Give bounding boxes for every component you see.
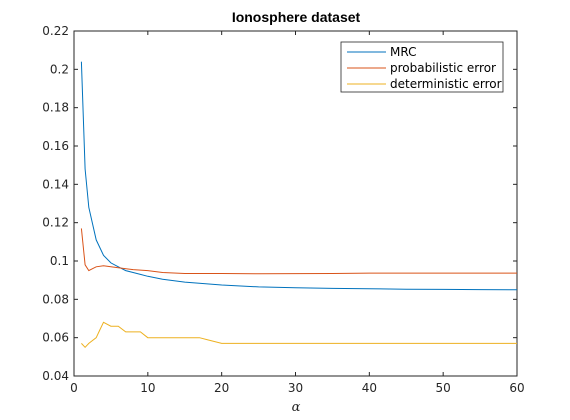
y-tick-label: 0.04 xyxy=(42,369,69,383)
y-tick-label: 0.08 xyxy=(42,292,69,306)
legend-label-mrc: MRC xyxy=(390,45,416,59)
legend: MRC probabilistic error deterministic er… xyxy=(340,41,504,93)
y-tick-label: 0.16 xyxy=(42,139,69,153)
axis-ticks: 0 10 20 30 40 50 60 0.04 0.06 0.08 0.1 0.12 0.14 0.16… xyxy=(42,24,524,395)
legend-label-deterministic-error: deterministic error xyxy=(390,77,502,91)
series-line-probabilistic-error xyxy=(80,228,517,275)
y-tick-label: 0.18 xyxy=(42,101,69,115)
series-lines xyxy=(80,61,518,349)
series-line-mrc xyxy=(80,61,518,291)
x-tick-label: 20 xyxy=(214,381,229,395)
x-tick-label: 40 xyxy=(362,381,377,395)
y-tick-label: 0.12 xyxy=(42,216,69,230)
y-tick-label: 0.06 xyxy=(42,331,69,345)
chart-title: Ionosphere dataset xyxy=(232,9,361,25)
x-tick-label: 30 xyxy=(288,381,303,395)
x-tick-label: 0 xyxy=(70,381,78,395)
x-tick-label: 60 xyxy=(509,381,524,395)
legend-label-probabilistic-error: probabilistic error xyxy=(390,61,496,75)
y-tick-label: 0.1 xyxy=(50,254,69,268)
y-tick-label: 0.22 xyxy=(42,24,69,38)
series-line-deterministic-error xyxy=(81,321,517,349)
y-tick-label: 0.14 xyxy=(42,177,69,191)
x-tick-label: 10 xyxy=(140,381,155,395)
y-tick-label: 0.2 xyxy=(50,62,69,76)
x-axis-label: α xyxy=(292,400,301,415)
x-tick-label: 50 xyxy=(436,381,451,395)
